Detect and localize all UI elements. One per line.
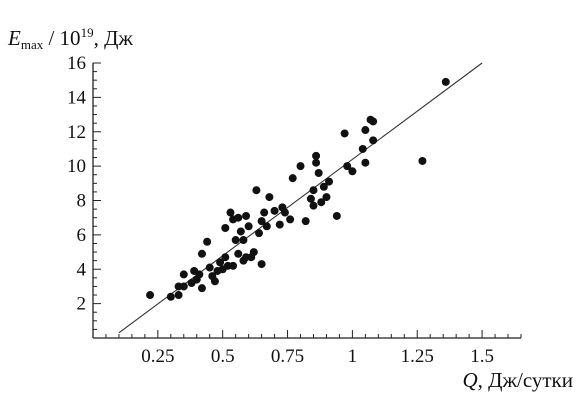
x-tick-label: 0.75 bbox=[271, 346, 304, 367]
y-tick-label: 4 bbox=[77, 259, 87, 280]
data-point bbox=[343, 162, 352, 171]
data-point bbox=[441, 77, 450, 86]
data-point bbox=[242, 211, 251, 220]
y-axis-exponent: 19 bbox=[80, 25, 94, 40]
data-point bbox=[179, 270, 188, 279]
data-point bbox=[280, 208, 289, 217]
data-point bbox=[306, 194, 315, 203]
data-point bbox=[369, 136, 378, 145]
data-point bbox=[260, 208, 269, 217]
y-tick-label: 16 bbox=[67, 53, 86, 74]
data-point bbox=[221, 253, 230, 262]
data-point bbox=[255, 229, 264, 238]
data-point bbox=[195, 270, 204, 279]
data-point bbox=[288, 174, 297, 183]
data-point bbox=[358, 144, 367, 153]
data-point bbox=[418, 156, 427, 165]
data-point bbox=[229, 261, 238, 270]
data-point bbox=[249, 248, 258, 257]
regression-line bbox=[118, 62, 483, 334]
regression-line-group bbox=[118, 62, 483, 334]
data-point bbox=[361, 158, 370, 167]
data-point bbox=[234, 249, 243, 258]
data-point bbox=[231, 236, 240, 245]
data-point bbox=[361, 126, 370, 135]
data-point bbox=[239, 236, 248, 245]
data-point bbox=[210, 277, 219, 286]
data-point bbox=[270, 206, 279, 215]
data-point bbox=[197, 284, 206, 293]
x-axis-label: Q, Дж/сутки bbox=[462, 370, 573, 391]
data-point bbox=[203, 237, 212, 246]
y-tick-label: 14 bbox=[67, 87, 87, 108]
data-point bbox=[252, 186, 261, 195]
y-tick-label: 6 bbox=[77, 225, 87, 246]
y-tick-label: 10 bbox=[67, 156, 86, 177]
data-point bbox=[312, 151, 321, 160]
data-point bbox=[322, 193, 331, 202]
x-axis-symbol: Q bbox=[462, 368, 478, 392]
data-point bbox=[301, 217, 310, 226]
y-axis-symbol: E bbox=[8, 26, 21, 50]
data-point bbox=[197, 249, 206, 258]
data-point bbox=[265, 193, 274, 202]
data-point bbox=[257, 217, 266, 226]
data-point bbox=[309, 201, 318, 210]
x-ticks: 0.25 0.5 0.75 1 1.25 1.5 bbox=[105, 330, 522, 367]
y-axis-subscript: max bbox=[20, 37, 44, 52]
data-point bbox=[325, 177, 334, 186]
x-tick-label: 1.25 bbox=[401, 346, 434, 367]
data-point bbox=[174, 291, 183, 300]
data-point bbox=[332, 211, 341, 220]
x-tick-label: 0.5 bbox=[211, 346, 235, 367]
x-tick-label: 0.25 bbox=[141, 346, 174, 367]
data-point bbox=[319, 182, 328, 191]
x-axis-unit: , Дж/сутки bbox=[477, 368, 573, 392]
data-point bbox=[369, 117, 378, 126]
data-point bbox=[221, 224, 230, 232]
y-tick-label: 12 bbox=[67, 122, 86, 143]
data-point bbox=[312, 158, 321, 167]
data-point bbox=[205, 263, 214, 272]
axes bbox=[92, 63, 521, 339]
data-point bbox=[262, 222, 271, 231]
y-tick-label: 8 bbox=[77, 191, 87, 212]
data-point bbox=[234, 213, 243, 222]
y-axis-unit: , Дж bbox=[93, 26, 133, 50]
y-ticks: 2 4 6 8 10 12 14 16 bbox=[67, 53, 101, 330]
data-point bbox=[216, 258, 225, 267]
data-point bbox=[348, 167, 357, 176]
data-point bbox=[179, 282, 188, 291]
data-points bbox=[146, 77, 450, 301]
data-point bbox=[226, 208, 235, 217]
data-point bbox=[309, 186, 318, 195]
data-point bbox=[166, 292, 175, 301]
data-point bbox=[317, 198, 326, 207]
x-tick-label: 1.5 bbox=[470, 346, 494, 367]
data-point bbox=[340, 129, 349, 138]
y-tick-label: 2 bbox=[77, 294, 87, 315]
y-axis-divider: / 10 bbox=[43, 26, 81, 50]
data-point bbox=[296, 162, 305, 171]
data-point bbox=[286, 215, 295, 224]
data-point bbox=[257, 260, 266, 269]
data-point bbox=[275, 220, 284, 229]
data-point bbox=[314, 169, 323, 177]
data-point bbox=[146, 291, 155, 300]
x-tick-label: 1 bbox=[348, 346, 358, 367]
data-point bbox=[236, 227, 245, 236]
data-point bbox=[244, 222, 253, 231]
y-axis-label: Emax / 1019, Дж bbox=[8, 26, 133, 51]
